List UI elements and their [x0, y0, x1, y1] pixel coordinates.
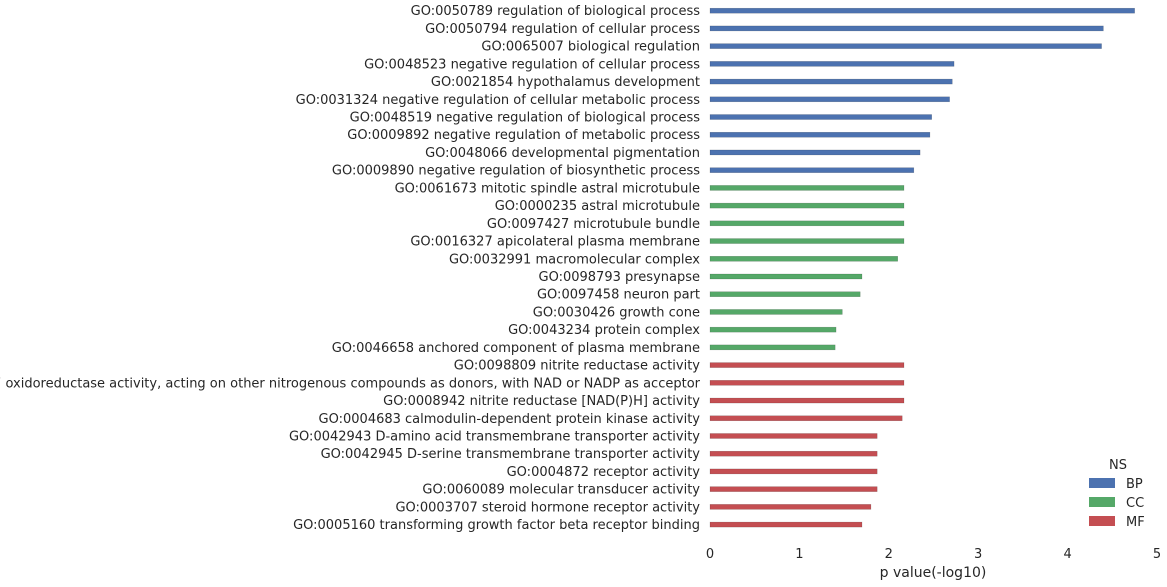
category-label: GO:0098809 nitrite reductase activity: [454, 359, 701, 374]
legend-label-mf: MF: [1126, 515, 1145, 530]
x-tick-label: 0: [706, 547, 714, 562]
category-label: GO:0004872 receptor activity: [507, 465, 701, 480]
category-label: GO:0046658 anchored component of plasma …: [332, 341, 700, 356]
bar-cc: [709, 202, 905, 209]
bar-mf: [709, 486, 878, 492]
bar-cc: [709, 291, 861, 297]
bar-cc: [709, 326, 837, 333]
legend-label-cc: CC: [1126, 496, 1144, 511]
legend-title: NS: [1109, 458, 1127, 473]
category-label: GO:0097427 microtubule bundle: [487, 217, 700, 232]
bar-mf: [709, 397, 905, 404]
bar-cc: [709, 273, 863, 280]
category-label: GO:0043234 protein complex: [508, 323, 700, 338]
category-label: GO:0003707 steroid hormone receptor acti…: [395, 500, 700, 515]
category-label: GO:0060089 molecular transducer activity: [422, 483, 700, 498]
category-label: GO:0065007 biological regulation: [481, 40, 700, 55]
bar-bp: [709, 167, 915, 173]
category-label: GO:0050789 regulation of biological proc…: [411, 4, 701, 19]
category-label: GO:0098793 presynapse: [539, 270, 701, 285]
category-label: GO:0061673 mitotic spindle astral microt…: [395, 181, 700, 196]
category-label: GO:0005160 transforming growth factor be…: [293, 518, 700, 533]
bar-bp: [709, 7, 1135, 14]
bar-bp: [709, 131, 931, 138]
legend: NS BP CC MF: [1089, 458, 1145, 530]
bar-bp: [709, 78, 953, 85]
x-tick-label: 1: [795, 547, 803, 562]
category-label: GO:0042945 D-serine transmembrane transp…: [321, 447, 701, 462]
bar-bp: [709, 96, 950, 103]
bar-mf: [709, 380, 905, 386]
category-label: GO:0050794 regulation of cellular proces…: [425, 22, 700, 37]
bar-mf: [709, 450, 878, 457]
bar-mf: [709, 521, 863, 528]
category-label: GO:0009890 negative regulation of biosyn…: [332, 164, 700, 179]
bar-cc: [709, 238, 905, 244]
category-label: GO:0016327 apicolateral plasma membrane: [410, 235, 700, 250]
category-label: GO:0009892 negative regulation of metabo…: [347, 128, 700, 143]
bars-layer: [709, 7, 1135, 528]
bar-bp: [709, 61, 955, 67]
category-label: GO:0032991 macromolecular complex: [449, 252, 700, 267]
category-label: GO:0030426 growth cone: [533, 305, 700, 320]
category-label: GO:0097458 neuron part: [537, 288, 700, 303]
bar-cc: [709, 185, 905, 191]
category-label: GO:0031324 negative regulation of cellul…: [296, 93, 701, 108]
category-labels: GO:0050789 regulation of biological proc…: [0, 4, 701, 533]
category-label: GO:0042943 D-amino acid transmembrane tr…: [289, 429, 700, 444]
legend-swatch-mf: [1089, 516, 1115, 526]
bar-bp: [709, 25, 1104, 32]
x-axis-label: p value(-log10): [880, 565, 987, 581]
category-label: GO:0046857 oxidoreductase activity, acti…: [0, 376, 701, 391]
category-label: GO:0004683 calmodulin-dependent protein …: [319, 412, 701, 427]
x-tick-label: 4: [1063, 547, 1071, 562]
x-tick-label: 5: [1153, 547, 1161, 562]
category-label: GO:0021854 hypothalamus development: [431, 75, 700, 90]
x-axis: 0 1 2 3 4 5: [706, 547, 1161, 562]
bar-mf: [709, 468, 878, 475]
bar-bp: [709, 43, 1102, 49]
bar-bp: [709, 114, 932, 120]
legend-swatch-bp: [1089, 478, 1115, 488]
bar-bp: [709, 149, 921, 156]
bar-cc: [709, 220, 905, 227]
bar-mf: [709, 415, 903, 422]
category-label: GO:0048519 negative regulation of biolog…: [350, 111, 701, 126]
legend-swatch-cc: [1089, 497, 1115, 507]
legend-label-bp: BP: [1126, 477, 1143, 492]
bar-cc: [709, 309, 843, 315]
bar-mf: [709, 504, 872, 510]
x-tick-label: 2: [885, 547, 893, 562]
category-label: GO:0048523 negative regulation of cellul…: [364, 57, 700, 72]
category-label: GO:0008942 nitrite reductase [NAD(P)H] a…: [383, 394, 700, 409]
bar-cc: [709, 256, 898, 262]
bar-mf: [709, 362, 905, 368]
bar-mf: [709, 433, 878, 439]
category-label: GO:0048066 developmental pigmentation: [425, 146, 700, 161]
bar-cc: [709, 344, 836, 351]
category-label: GO:0000235 astral microtubule: [495, 199, 700, 214]
x-tick-label: 3: [974, 547, 982, 562]
